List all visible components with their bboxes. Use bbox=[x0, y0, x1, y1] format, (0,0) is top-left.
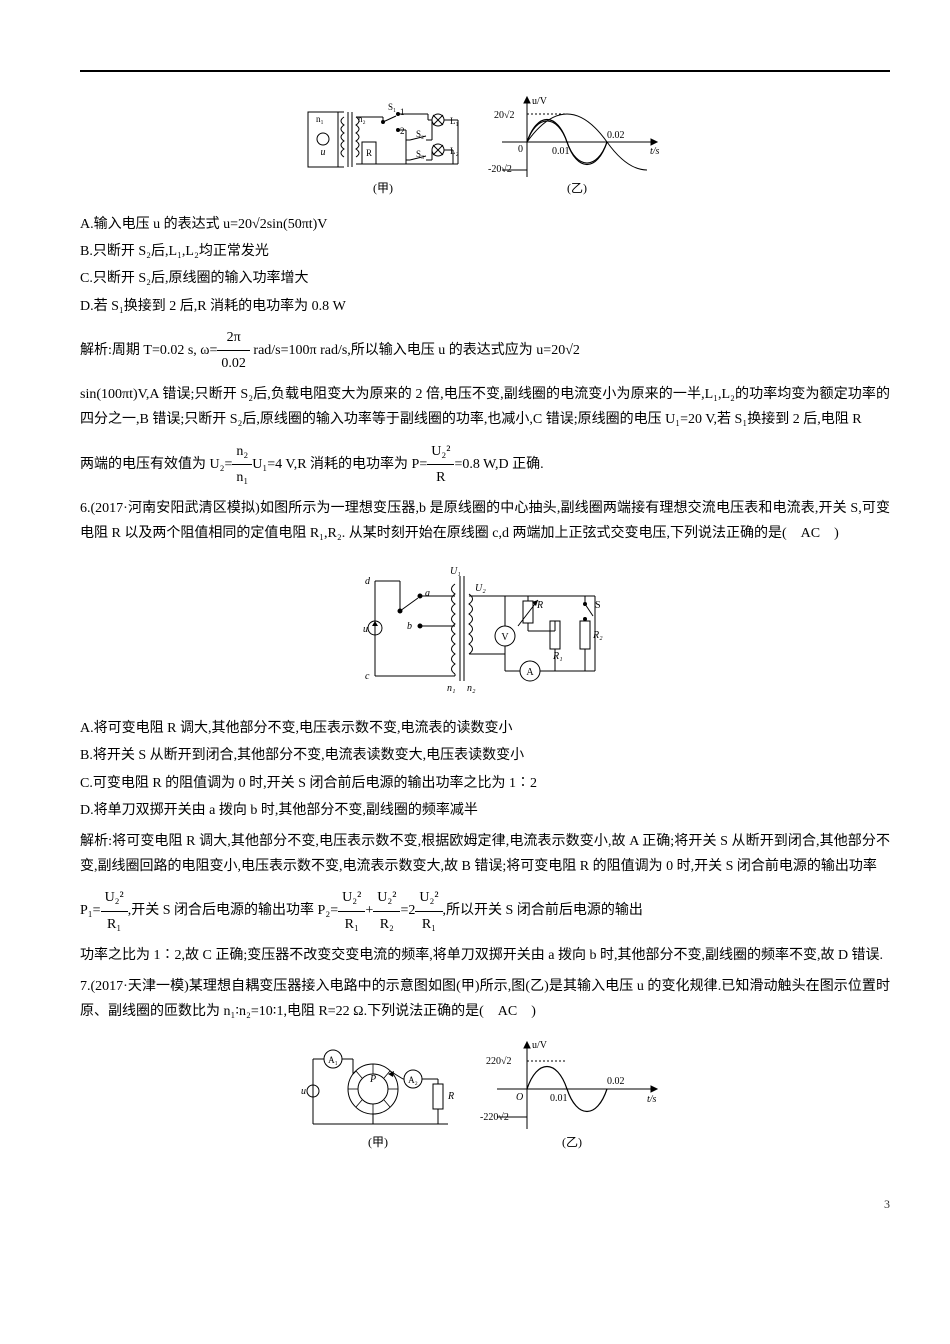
svg-text:0.01: 0.01 bbox=[550, 1093, 568, 1104]
frac-p2a: U₂²R₁ bbox=[338, 885, 365, 936]
svg-text:S₁: S₁ bbox=[388, 102, 396, 112]
q6-option-a: A.将可变电阻 R 调大,其他部分不变,电压表示数不变,电流表的读数变小 bbox=[80, 716, 890, 741]
q6-stem: 6.(2017·河南安阳武清区模拟)如图所示为一理想变压器,b 是原线圈的中心抽… bbox=[80, 496, 890, 546]
a1l3b: U₁=4 V,R 消耗的电功率为 P= bbox=[252, 456, 427, 471]
frac-omega: 2π0.02 bbox=[217, 325, 250, 376]
svg-text:0.02: 0.02 bbox=[607, 1076, 625, 1087]
frac-u2r: U₂²R bbox=[427, 439, 454, 490]
q6-option-c: C.可变电阻 R 的阻值调为 0 时,开关 S 闭合前后电源的输出功率之比为 1… bbox=[80, 771, 890, 796]
svg-text:n₁: n₁ bbox=[447, 683, 455, 694]
svg-text:A₁: A₁ bbox=[328, 1055, 338, 1065]
figure-1: u n₁ n₂ R S₁ 1 2 S₂ L₁ S₃ bbox=[80, 92, 890, 202]
svg-text:b: b bbox=[407, 621, 412, 632]
svg-text:(乙): (乙) bbox=[562, 1135, 582, 1149]
page-number: 3 bbox=[80, 1194, 890, 1216]
svg-text:R₁: R₁ bbox=[552, 651, 563, 662]
svg-text:u: u bbox=[321, 147, 326, 158]
analysis1-mid: rad/s=100π rad/s,所以输入电压 u 的表达式应为 u=20√2 bbox=[250, 343, 580, 358]
svg-text:0.01: 0.01 bbox=[552, 146, 570, 157]
svg-text:U₁: U₁ bbox=[450, 566, 461, 577]
a2e: ,所以开关 S 闭合前后电源的输出 bbox=[443, 903, 643, 918]
svg-text:n₂: n₂ bbox=[467, 683, 476, 694]
q-option-c: C.只断开 S₂后,原线圈的输入功率增大 bbox=[80, 266, 890, 291]
svg-text:a: a bbox=[425, 588, 430, 599]
figure-2: d c u a b U₁ U₂ n₁ n₂ V bbox=[80, 556, 890, 706]
svg-text:1: 1 bbox=[400, 107, 405, 117]
a2b: ,开关 S 闭合后电源的输出功率 P₂= bbox=[128, 903, 338, 918]
svg-text:220√2: 220√2 bbox=[486, 1056, 512, 1067]
a2d: =2 bbox=[400, 903, 415, 918]
svg-text:d: d bbox=[365, 576, 371, 587]
svg-text:0: 0 bbox=[518, 144, 523, 155]
frac-n2n1: n₂n₁ bbox=[232, 439, 252, 490]
fig2-circuit: d c u a b U₁ U₂ n₁ n₂ V bbox=[355, 556, 615, 706]
a2c: + bbox=[365, 903, 373, 918]
fig3-graph: u/V t/s 220√2 -220√2 O 0.01 0.02 (乙) bbox=[472, 1034, 672, 1154]
svg-text:V: V bbox=[501, 632, 509, 643]
svg-text:A₂: A₂ bbox=[408, 1075, 418, 1085]
svg-text:-220√2: -220√2 bbox=[480, 1112, 509, 1123]
a1l3c: =0.8 W,D 正确. bbox=[454, 456, 543, 471]
analysis1-line2: sin(100πt)V,A 错误;只断开 S₂后,负载电阻变大为原来的 2 倍,… bbox=[80, 382, 890, 432]
svg-text:S: S bbox=[595, 600, 601, 611]
a1l3a: 两端的电压有效值为 U₂= bbox=[80, 456, 232, 471]
svg-text:(甲): (甲) bbox=[373, 181, 393, 195]
svg-text:2: 2 bbox=[400, 126, 405, 136]
q-option-a: A.输入电压 u 的表达式 u=20√2sin(50πt)V bbox=[80, 212, 890, 237]
frac-p1: U₂²R₁ bbox=[101, 885, 128, 936]
svg-text:L₁: L₁ bbox=[450, 116, 459, 126]
svg-text:P: P bbox=[369, 1074, 376, 1085]
svg-text:u/V: u/V bbox=[532, 96, 548, 107]
svg-text:R: R bbox=[366, 148, 372, 158]
frac-p2c: U₂²R₁ bbox=[415, 885, 442, 936]
figure-3: u A₁ P A₂ R (甲) bbox=[80, 1034, 890, 1154]
analysis-2-line2: P₁=U₂²R₁,开关 S 闭合后电源的输出功率 P₂=U₂²R₁+U₂²R₂=… bbox=[80, 885, 890, 936]
q-option-b: B.只断开 S₂后,L₁,L₂均正常发光 bbox=[80, 239, 890, 264]
svg-text:u: u bbox=[301, 1086, 306, 1097]
svg-text:R₂: R₂ bbox=[592, 630, 603, 641]
svg-text:c: c bbox=[365, 671, 370, 682]
analysis-1: 解析:周期 T=0.02 s, ω=2π0.02 rad/s=100π rad/… bbox=[80, 325, 890, 376]
svg-text:u/V: u/V bbox=[532, 1040, 548, 1051]
svg-text:L₂: L₂ bbox=[450, 146, 459, 156]
svg-text:R: R bbox=[447, 1091, 454, 1102]
svg-text:n₂: n₂ bbox=[358, 114, 366, 124]
frac-p2b: U₂²R₂ bbox=[373, 885, 400, 936]
fig1-circuit: u n₁ n₂ R S₁ 1 2 S₂ L₁ S₃ bbox=[298, 92, 478, 202]
svg-text:t/s: t/s bbox=[647, 1094, 657, 1105]
svg-text:0.02: 0.02 bbox=[607, 130, 625, 141]
analysis-2-line3: 功率之比为 1∶2,故 C 正确;变压器不改变交变电流的频率,将单刀双掷开关由 … bbox=[80, 943, 890, 968]
fig1-graph: u/V t/s 20√2 -20√2 0 0.01 0.02 (乙) bbox=[482, 92, 672, 202]
fig3-circuit: u A₁ P A₂ R (甲) bbox=[298, 1034, 468, 1154]
svg-text:u: u bbox=[363, 624, 368, 635]
svg-text:A: A bbox=[526, 667, 534, 678]
analysis1-line3: 两端的电压有效值为 U₂=n₂n₁U₁=4 V,R 消耗的电功率为 P=U₂²R… bbox=[80, 439, 890, 490]
analysis-2: 解析:将可变电阻 R 调大,其他部分不变,电压表示数不变,根据欧姆定律,电流表示… bbox=[80, 829, 890, 879]
svg-text:(甲): (甲) bbox=[368, 1135, 388, 1149]
svg-text:U₂: U₂ bbox=[475, 583, 486, 594]
q-option-d: D.若 S₁换接到 2 后,R 消耗的电功率为 0.8 W bbox=[80, 294, 890, 319]
svg-text:n₁: n₁ bbox=[316, 114, 324, 124]
svg-text:R: R bbox=[536, 600, 543, 611]
svg-text:20√2: 20√2 bbox=[494, 110, 515, 121]
a2a: P₁= bbox=[80, 903, 101, 918]
q6-option-d: D.将单刀双掷开关由 a 拨向 b 时,其他部分不变,副线圈的频率减半 bbox=[80, 798, 890, 823]
svg-text:O: O bbox=[516, 1092, 523, 1103]
q6-option-b: B.将开关 S 从断开到闭合,其他部分不变,电流表读数变大,电压表读数变小 bbox=[80, 743, 890, 768]
top-rule bbox=[80, 70, 890, 72]
analysis1-prefix: 解析:周期 T=0.02 s, ω= bbox=[80, 343, 217, 358]
q7-stem: 7.(2017·天津一模)某理想自耦变压器接入电路中的示意图如图(甲)所示,图(… bbox=[80, 974, 890, 1024]
svg-text:t/s: t/s bbox=[650, 146, 660, 157]
svg-text:(乙): (乙) bbox=[567, 181, 587, 195]
